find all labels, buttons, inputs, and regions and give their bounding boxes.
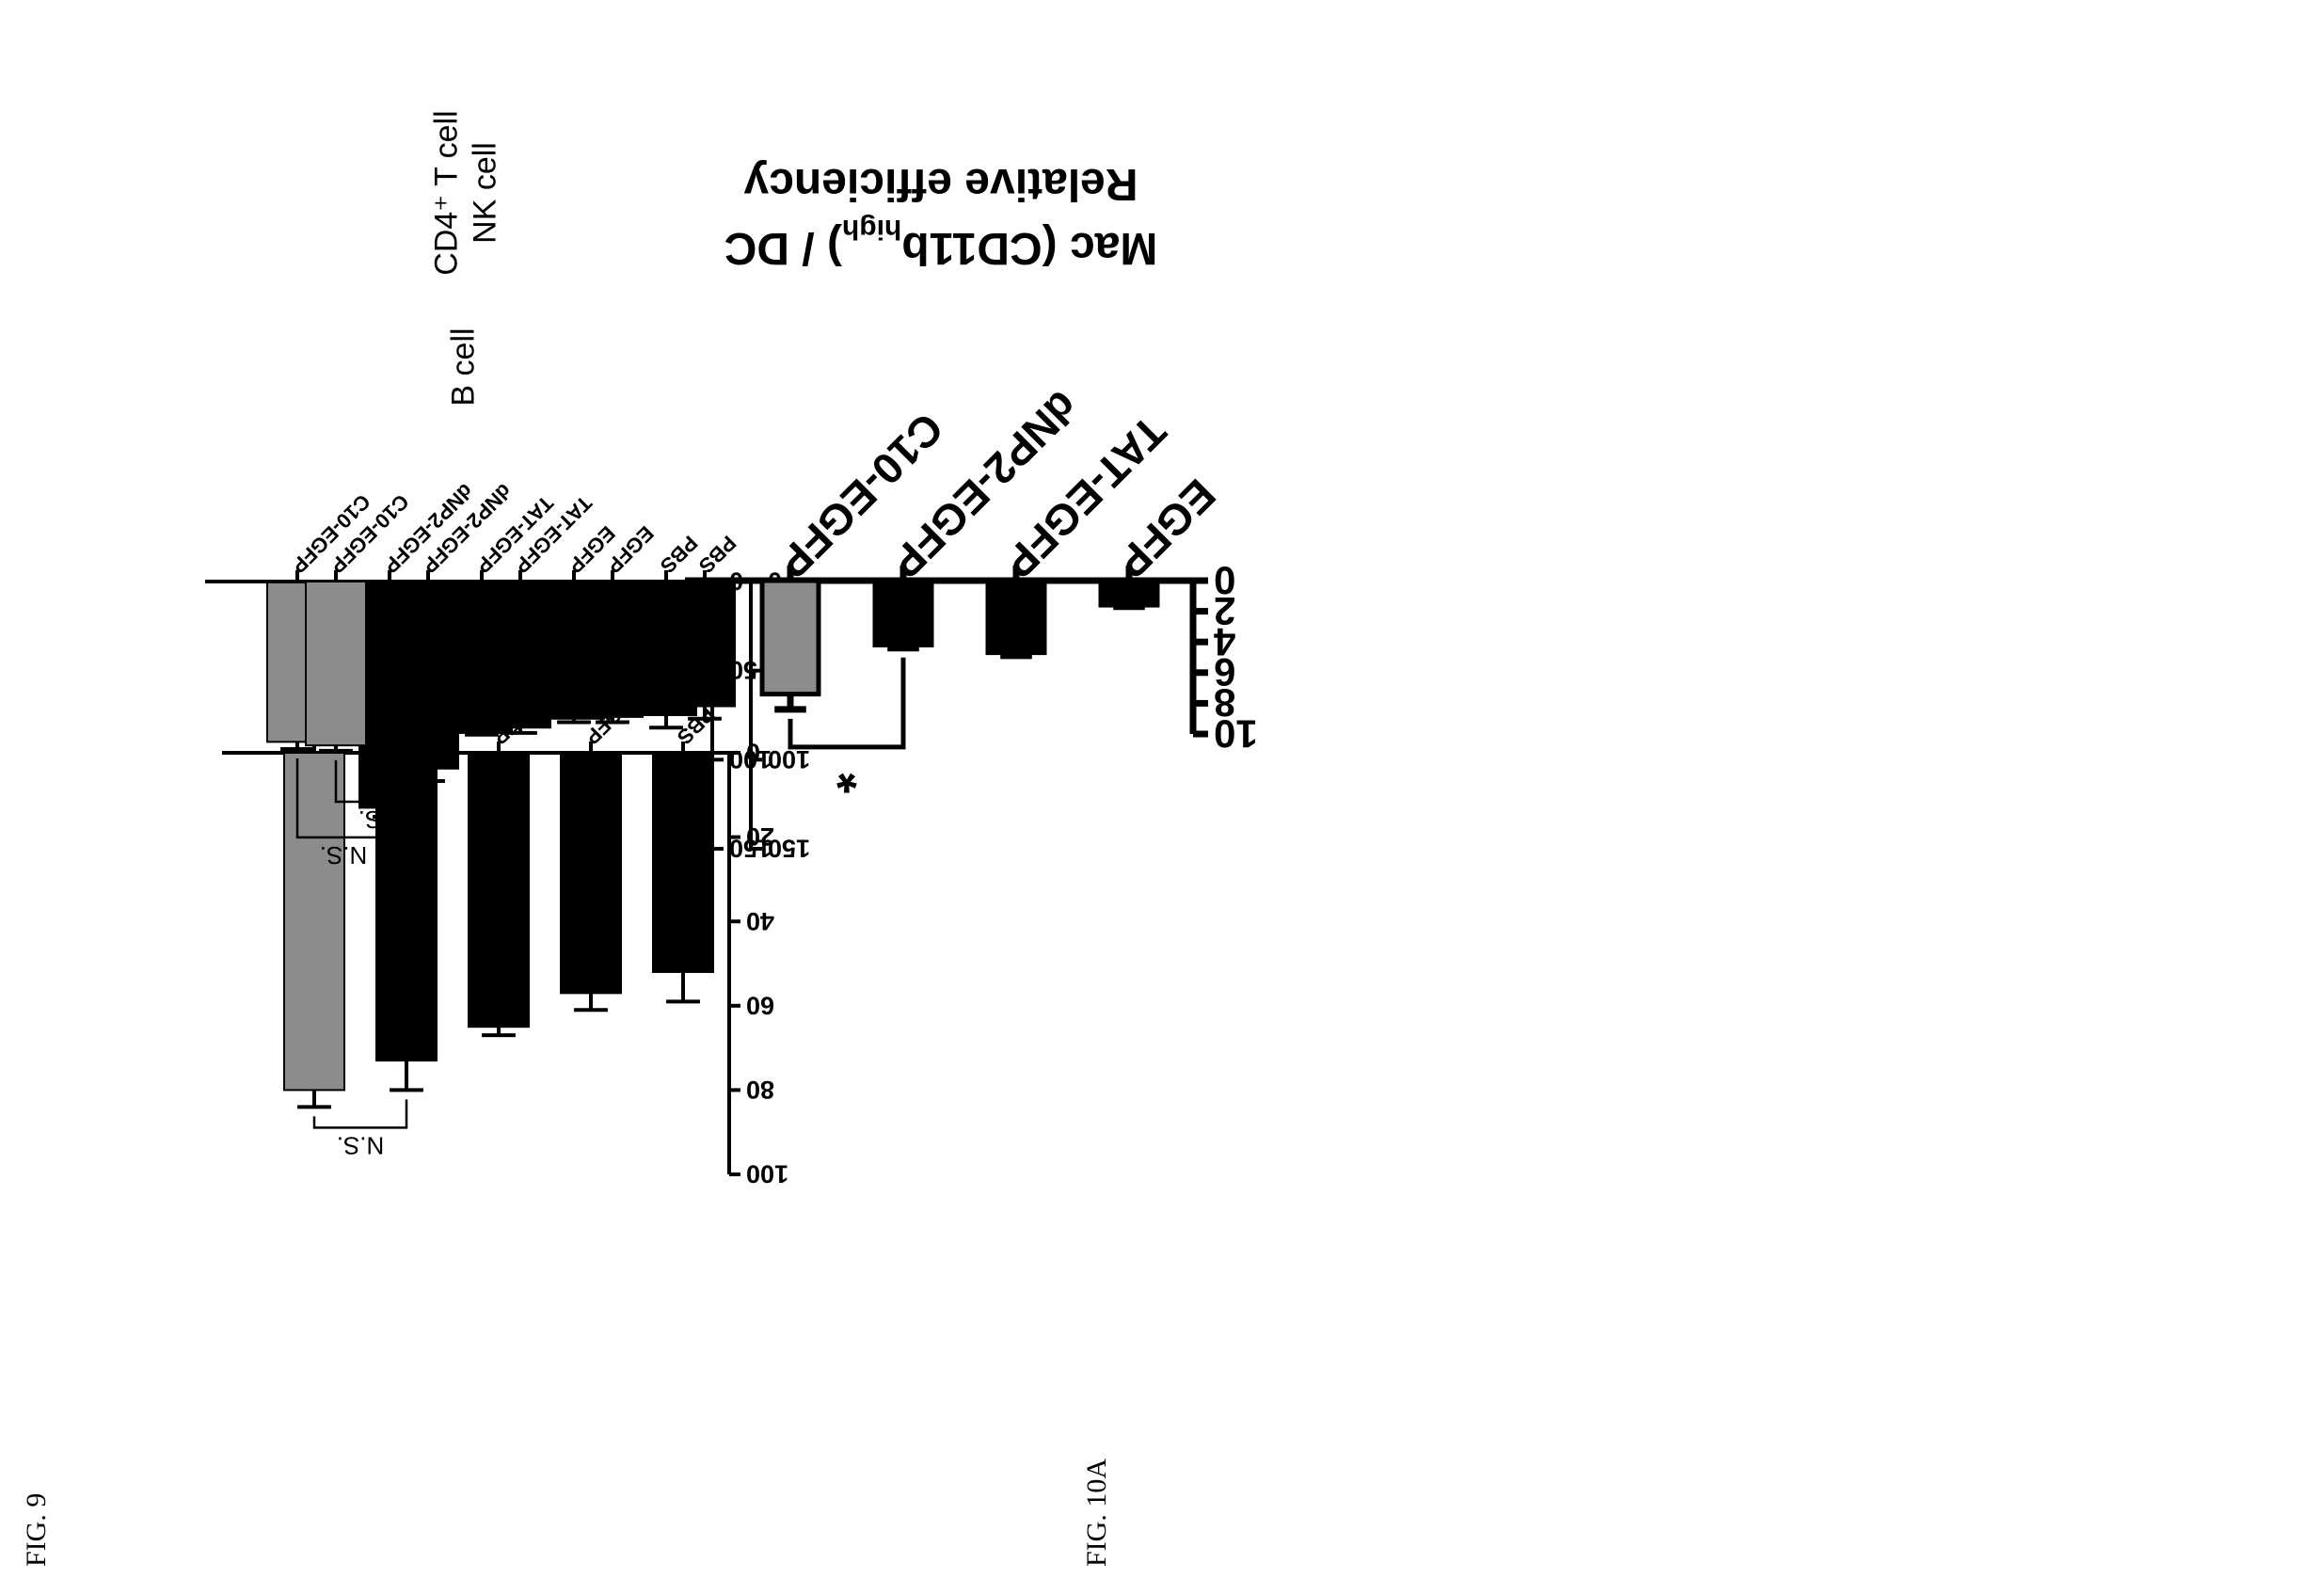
y-tick-label: 8: [1214, 681, 1235, 726]
chart-relative-efficiency: 0246810EGFPTAT-EGFPdNP2-EGFPC10-EGFP*Rel…: [685, 159, 1258, 805]
y-axis-label-post: ) / DC: [724, 223, 842, 273]
significance-label: *: [836, 745, 857, 805]
rotated-figure-group: 020406080100PBSEGFPTAT-EGFPdNP2-EGFPC10-…: [205, 110, 1258, 1188]
y-tick-label: 60: [746, 991, 774, 1019]
bar-tat-egfp: [985, 578, 1047, 656]
chart-title: NK cell: [468, 142, 503, 244]
y-tick-label: 100: [746, 1160, 788, 1188]
y-tick-label: 2: [1214, 589, 1235, 633]
fig9-label: FIG. 9: [21, 1493, 52, 1567]
y-axis-label-line2: Mac (CD11bhigh) / DC: [724, 214, 1158, 273]
chart-title: B cell: [446, 327, 482, 406]
significance-bracket: [334, 759, 430, 804]
bar-c10-egfp: [305, 581, 367, 747]
significance-bracket: [312, 1099, 408, 1129]
bar-tat-egfp: [489, 581, 551, 729]
significance-bracket: [788, 657, 906, 750]
significance-label: N.S.: [337, 1131, 385, 1159]
bar-dnp2-egfp: [397, 581, 459, 770]
fig10a-label: FIG. 10A: [1081, 1459, 1112, 1567]
x-tick-label: PBS: [656, 531, 703, 578]
y-tick-label: 6: [1214, 650, 1235, 694]
bar-c10-egfp: [759, 578, 821, 697]
bar-c10-egfp: [283, 752, 345, 1092]
chart-title: CD4⁺ T cell: [429, 110, 465, 275]
y-axis-label-line1: Relative efficiency: [743, 159, 1138, 209]
bar-egfp: [581, 580, 644, 718]
significance-label: N.S.: [320, 841, 368, 869]
bar-egfp: [560, 751, 622, 995]
bar-dnp2-egfp: [872, 578, 934, 647]
y-tick-label: 80: [746, 1076, 774, 1104]
bar-tat-egfp: [468, 752, 530, 1029]
y-tick-label: 4: [1213, 620, 1235, 664]
chart-b-cell: 020406080100PBSEGFPTAT-EGFPdNP2-EGFPC10-…: [222, 327, 788, 1188]
y-axis-label-pre: Mac (CD11b: [901, 223, 1157, 273]
y-tick-label: 100: [768, 745, 810, 774]
bar-egfp: [1098, 578, 1160, 608]
y-tick-label: 0: [1214, 558, 1235, 602]
y-axis-label-sup: high: [842, 214, 901, 245]
bar-pbs: [652, 752, 714, 973]
bar-pbs: [674, 581, 736, 708]
y-tick-label: 10: [1214, 711, 1258, 756]
significance-label: N.S.: [358, 805, 406, 834]
y-tick-label: 150: [768, 835, 810, 863]
significance-bracket: [295, 758, 391, 839]
y-tick-label: 40: [746, 907, 774, 935]
